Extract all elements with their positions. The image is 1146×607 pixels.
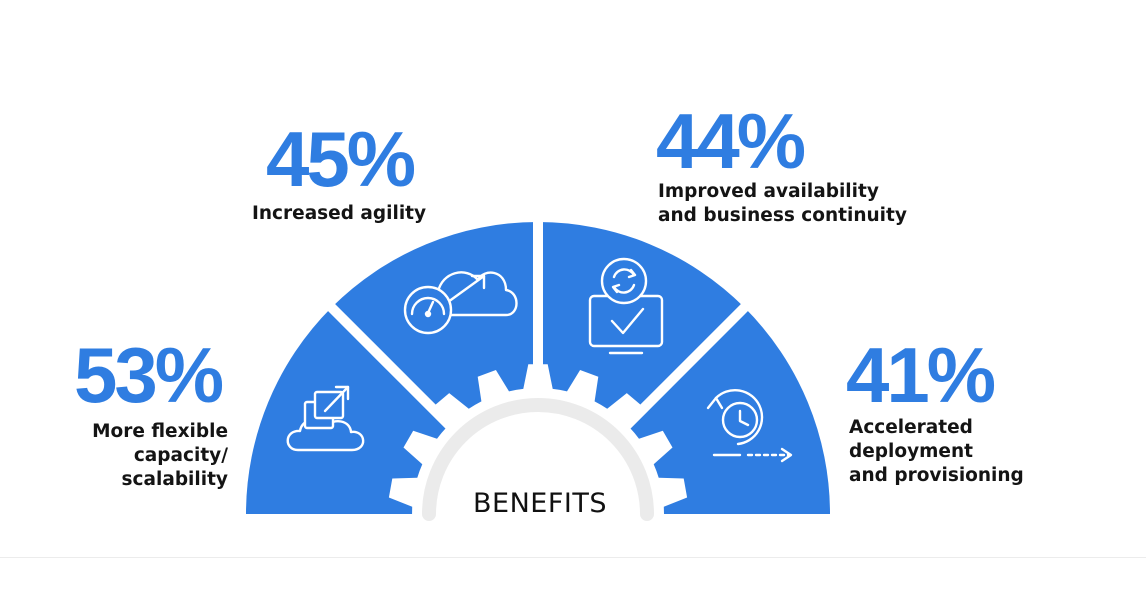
benefit-capacity-label-line: capacity/ bbox=[133, 445, 228, 466]
benefit-agility-percent: 45% bbox=[266, 115, 416, 203]
benefit-deployment-label: Accelerated deployment and provisioning bbox=[849, 416, 1024, 488]
benefit-deployment-label-line: deployment bbox=[849, 441, 973, 462]
segment-deployment bbox=[538, 307, 830, 514]
benefit-capacity-label-line: scalability bbox=[121, 469, 228, 490]
cloud-scale-icon bbox=[286, 385, 365, 452]
clock-arrow-icon bbox=[706, 388, 793, 463]
benefit-availability-percent: 44% bbox=[656, 97, 806, 185]
monitor-sync-check-icon bbox=[588, 257, 664, 355]
benefit-availability-label-line: and business continuity bbox=[658, 205, 907, 226]
benefit-agility-label: Increased agility bbox=[252, 202, 426, 226]
benefit-capacity-percent: 53% bbox=[74, 331, 224, 419]
cloud-speedometer-icon bbox=[403, 271, 518, 335]
benefit-availability-label-line: Improved availability bbox=[658, 181, 879, 202]
divider bbox=[0, 557, 1146, 558]
benefit-availability-label: Improved availability and business conti… bbox=[658, 180, 907, 228]
center-label: BENEFITS bbox=[473, 488, 607, 519]
benefit-deployment-label-line: Accelerated bbox=[849, 417, 973, 438]
benefit-capacity-label-line: More flexible bbox=[92, 421, 228, 442]
benefit-agility-label-line: Increased agility bbox=[252, 203, 427, 224]
benefit-deployment-percent: 41% bbox=[846, 331, 996, 419]
segment-agility bbox=[331, 222, 538, 514]
segment-availability bbox=[538, 222, 745, 514]
benefit-deployment-label-line: and provisioning bbox=[849, 465, 1024, 486]
benefit-capacity-label: More flexible capacity/ scalability bbox=[92, 420, 228, 492]
segment-capacity bbox=[246, 307, 538, 514]
gauge-track bbox=[422, 398, 654, 521]
